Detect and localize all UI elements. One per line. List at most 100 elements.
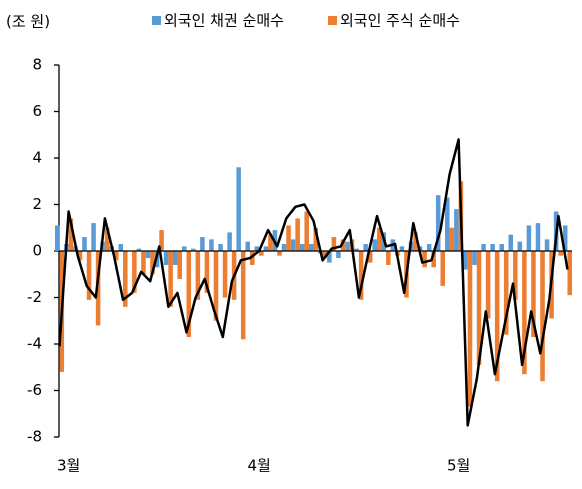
bar xyxy=(490,244,495,251)
bar xyxy=(290,239,296,251)
bar xyxy=(236,167,241,251)
bar xyxy=(535,223,541,251)
bar xyxy=(145,251,151,258)
bar xyxy=(113,251,119,261)
legend-label: 외국인 채권 순매수 xyxy=(164,12,284,30)
bar xyxy=(454,209,459,251)
bar xyxy=(435,195,441,251)
bar xyxy=(567,251,572,296)
bar xyxy=(503,251,509,335)
legend-swatch xyxy=(328,16,337,25)
bar xyxy=(562,225,568,251)
bar xyxy=(345,241,350,251)
x-tick-label: 3월 xyxy=(57,457,80,475)
y-tick-label: 6 xyxy=(32,102,42,120)
bar xyxy=(204,251,210,293)
y-tick-label: 4 xyxy=(32,149,42,167)
y-tick-label: -8 xyxy=(27,428,42,446)
bar xyxy=(286,225,291,251)
bar xyxy=(399,246,405,251)
bar xyxy=(181,246,187,251)
bar xyxy=(68,218,74,251)
bar xyxy=(263,246,269,251)
bar xyxy=(213,251,219,321)
bar xyxy=(386,251,391,265)
bar xyxy=(558,251,563,256)
bar xyxy=(250,251,255,265)
bar xyxy=(358,251,364,300)
bar xyxy=(363,244,368,251)
bar xyxy=(240,251,246,340)
bar xyxy=(268,234,273,251)
y-tick-label: 8 xyxy=(32,56,42,74)
bar xyxy=(123,251,128,307)
bar xyxy=(191,248,196,251)
bar xyxy=(481,244,486,251)
bar xyxy=(526,225,532,251)
bar xyxy=(177,251,182,279)
bar xyxy=(485,251,491,319)
bar xyxy=(494,251,500,382)
bar xyxy=(313,227,319,251)
legend-swatch xyxy=(152,16,161,25)
bar xyxy=(422,251,427,268)
bar xyxy=(200,237,205,251)
bar xyxy=(531,251,536,338)
y-tick-label: -2 xyxy=(27,288,42,306)
x-tick-label: 5월 xyxy=(447,457,470,475)
bar xyxy=(540,251,545,382)
bar xyxy=(141,251,146,275)
bar xyxy=(376,227,382,251)
bar xyxy=(354,248,359,251)
bar xyxy=(413,232,418,251)
bar xyxy=(508,234,514,251)
y-tick-label: -4 xyxy=(27,335,42,353)
bar xyxy=(513,251,518,300)
bar xyxy=(168,251,173,307)
bar xyxy=(499,244,504,251)
bar xyxy=(209,239,214,251)
bar xyxy=(91,223,96,251)
bar xyxy=(132,251,137,293)
bar xyxy=(544,239,550,251)
y-tick-label: 2 xyxy=(32,195,42,213)
bar xyxy=(517,241,523,251)
bar xyxy=(445,197,450,251)
bar xyxy=(304,211,309,251)
bar xyxy=(82,237,87,251)
x-tick-label: 4월 xyxy=(247,457,270,475)
bar xyxy=(186,251,192,338)
bar xyxy=(367,251,373,263)
bar xyxy=(245,241,251,251)
bar xyxy=(86,251,92,300)
legend-label: 외국인 주식 순매수 xyxy=(340,12,460,30)
bar xyxy=(218,244,223,251)
bar xyxy=(463,251,468,270)
bar xyxy=(336,251,341,258)
bar xyxy=(163,251,169,265)
bar xyxy=(431,251,436,268)
bar xyxy=(277,251,282,256)
bar xyxy=(118,244,124,251)
bar xyxy=(476,251,482,365)
bar xyxy=(136,248,142,251)
bar xyxy=(295,218,300,251)
bar xyxy=(308,244,314,251)
bar xyxy=(426,244,432,251)
y-tick-label: 0 xyxy=(32,242,42,260)
bar xyxy=(77,251,83,261)
bar xyxy=(150,251,155,275)
y-axis-unit: (조 원) xyxy=(6,13,50,31)
bar xyxy=(327,251,332,263)
bar xyxy=(259,251,264,256)
bar xyxy=(159,230,164,251)
bar xyxy=(449,227,455,251)
bar xyxy=(322,251,328,258)
total-line xyxy=(58,138,569,427)
bar xyxy=(195,251,201,300)
bar xyxy=(467,251,473,407)
bar xyxy=(254,246,260,251)
bar xyxy=(299,244,305,251)
bar xyxy=(331,237,337,251)
